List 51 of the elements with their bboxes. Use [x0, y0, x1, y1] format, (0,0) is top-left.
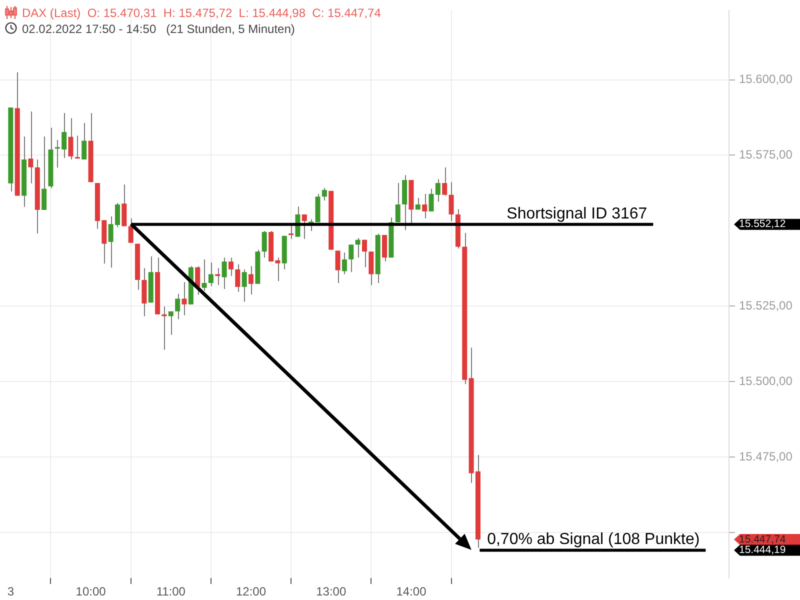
candlestick [235, 264, 240, 292]
candlestick [208, 262, 214, 286]
candlestick [215, 268, 220, 286]
y-tick-label: 15.575,00 [739, 148, 793, 162]
x-tick-label: 12:00 [236, 584, 266, 599]
candlestick [442, 166, 448, 196]
text: 02.02.2022 17:50 - 14:50 (21 Stunden, 5 Minuten) [22, 22, 295, 36]
candlestick [248, 266, 254, 295]
candlestick [302, 214, 307, 240]
candlestick [74, 135, 80, 160]
y-tick-label: 15.552,12 [739, 218, 786, 230]
x-tick-label: 10:00 [76, 584, 106, 599]
y-tick-label: 15.525,00 [739, 298, 793, 313]
y-tick-label: 15.444,19 [739, 544, 786, 556]
candlestick [175, 293, 180, 320]
candlestick [362, 239, 368, 268]
candlestick [382, 234, 388, 262]
x-tick-label: 3 [7, 584, 14, 599]
candlestick [322, 187, 327, 202]
ref-line-label: 0,70% ab Signal (108 Punkte) [487, 531, 700, 548]
chart-title: DAX (Last) O: 15.470,31 H: 15.475,72 L: 15.444,98 C: 15.447,74 [22, 6, 381, 20]
candlestick [242, 268, 247, 302]
candlestick [348, 244, 354, 273]
candlestick [222, 257, 227, 290]
candlestick [448, 182, 454, 222]
candlestick [355, 237, 360, 258]
y-tick-label: 15.447,74 [739, 533, 786, 546]
candlestick [68, 118, 74, 160]
y-tick-label: 15.600,00 [739, 72, 793, 86]
x-tick-label: 11:00 [156, 584, 186, 599]
candlestick [262, 230, 267, 258]
candlestick [395, 182, 400, 223]
candlestick [168, 310, 174, 336]
candlestick [82, 122, 87, 160]
candlestick [142, 268, 147, 317]
candlestick [228, 257, 234, 277]
ref-line-label: Shortsignal ID 3167 [506, 205, 648, 222]
x-tick-label: 13:00 [316, 584, 346, 599]
candlestick [368, 251, 374, 286]
candlestick [342, 252, 347, 275]
candlestick [42, 136, 47, 210]
candlestick [335, 250, 340, 284]
y-tick-label: 15.500,00 [739, 374, 793, 388]
candlestick [28, 110, 34, 184]
y-tick-label: 15.475,00 [739, 450, 793, 464]
candlestick [122, 184, 127, 227]
x-tick-label: 14:00 [396, 584, 427, 599]
candlestick [195, 266, 200, 296]
candlestick [202, 258, 207, 292]
candlestick [422, 193, 428, 219]
candlestick [182, 282, 187, 316]
